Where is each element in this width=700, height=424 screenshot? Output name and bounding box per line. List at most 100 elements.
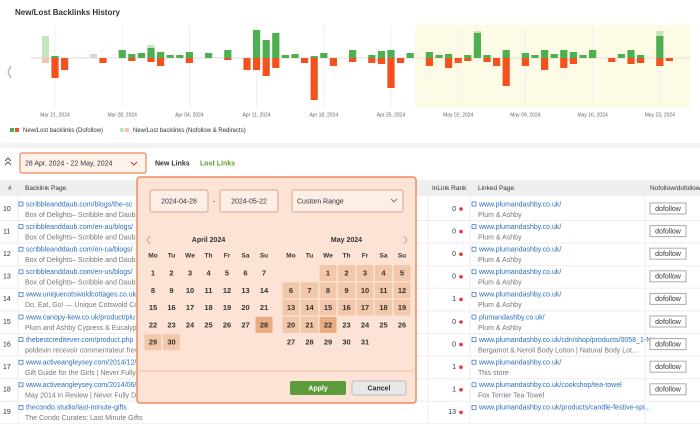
day[interactable]: 18 xyxy=(204,303,212,312)
day[interactable]: 12 xyxy=(398,286,406,295)
day[interactable]: 8 xyxy=(151,286,155,295)
day[interactable]: 3 xyxy=(188,268,192,277)
backlink-url[interactable]: www.canopy-kew.co.uk/product/plu xyxy=(25,314,135,321)
day[interactable]: 21 xyxy=(260,303,268,312)
day[interactable]: 25 xyxy=(379,320,387,329)
day[interactable]: 4 xyxy=(206,268,211,277)
day[interactable]: 10 xyxy=(361,286,369,295)
day[interactable]: 9 xyxy=(169,286,173,295)
tab[interactable]: New Links xyxy=(155,160,190,167)
day[interactable]: 6 xyxy=(289,286,293,295)
day[interactable]: 9 xyxy=(344,286,348,295)
day[interactable]: 11 xyxy=(205,286,213,295)
end-date[interactable]: 2024-05-22 xyxy=(231,198,267,205)
day[interactable]: 19 xyxy=(398,303,406,312)
day[interactable]: 11 xyxy=(380,286,388,295)
backlink-url[interactable]: www.uniquecotswoldcottages.co.uk/ xyxy=(25,292,138,299)
day[interactable]: 13 xyxy=(287,303,295,312)
day[interactable]: 23 xyxy=(167,320,175,329)
day[interactable]: 15 xyxy=(149,303,157,312)
day[interactable]: 5 xyxy=(400,268,404,277)
day[interactable]: 30 xyxy=(167,338,175,347)
collapse-icon[interactable] xyxy=(4,161,12,166)
day[interactable]: 16 xyxy=(167,303,175,312)
date-range-text[interactable]: 28 Apr, 2024 - 22 May, 2024 xyxy=(25,160,113,167)
backlink-url[interactable]: www.activeangleysey.com/2014/12/ xyxy=(25,360,136,367)
day[interactable]: 2 xyxy=(344,268,348,277)
day[interactable]: 24 xyxy=(186,320,195,329)
day[interactable]: 19 xyxy=(223,303,231,312)
preset[interactable]: Custom Range xyxy=(297,198,344,205)
day[interactable]: 26 xyxy=(398,320,406,329)
linked-url[interactable]: www.plumandashby.co.uk/ xyxy=(478,247,561,254)
backlink-url[interactable]: scribbleanddaub.com/blogs/the-sc xyxy=(26,201,133,208)
day[interactable]: 17 xyxy=(361,303,369,312)
day[interactable]: 5 xyxy=(225,268,229,277)
day[interactable]: 3 xyxy=(363,268,367,277)
day[interactable]: 16 xyxy=(342,303,350,312)
backlink-url[interactable]: scribbleanddaub.com/en-us/blogs/ xyxy=(26,269,133,276)
day[interactable]: 30 xyxy=(342,338,350,347)
day[interactable]: 22 xyxy=(149,320,157,329)
prev-month[interactable] xyxy=(146,235,151,245)
linked-url[interactable]: www.plumandashby.co.uk/ xyxy=(478,224,561,231)
linked-url[interactable]: plumandashby.co.uk/ xyxy=(479,314,545,321)
linked-url[interactable]: www.plumandashby.co.uk/cookshop/tea-towe… xyxy=(478,382,622,389)
day[interactable]: 22 xyxy=(324,320,332,329)
start-input[interactable] xyxy=(149,189,209,213)
end-input[interactable] xyxy=(219,189,279,213)
day[interactable]: 29 xyxy=(149,338,157,347)
cancel-button[interactable] xyxy=(351,380,407,396)
day[interactable]: 24 xyxy=(361,320,370,329)
day[interactable]: 2 xyxy=(169,268,173,277)
apply-label[interactable]: Apply xyxy=(308,385,328,392)
linked-url[interactable]: www.plumandashby.co.uk/ xyxy=(478,360,561,367)
day[interactable]: 15 xyxy=(324,303,332,312)
day[interactable]: 1 xyxy=(151,268,155,277)
day[interactable]: 18 xyxy=(379,303,387,312)
day[interactable]: 1 xyxy=(326,268,330,277)
next-month[interactable] xyxy=(403,235,408,245)
backlink-url[interactable]: scribbleanddaub.com/en-au/blogs/ xyxy=(26,224,133,231)
day[interactable]: 27 xyxy=(287,338,295,347)
day[interactable]: 31 xyxy=(361,338,369,347)
day[interactable]: 14 xyxy=(305,303,314,312)
backlink-url[interactable]: www.activeangleysey.com/2014/06/ xyxy=(25,382,136,389)
chart-prev-arrow[interactable] xyxy=(7,65,12,79)
start-date[interactable]: 2024-04-28 xyxy=(161,198,197,205)
day[interactable]: 20 xyxy=(287,320,295,329)
day[interactable]: 13 xyxy=(241,286,249,295)
day[interactable]: 10 xyxy=(186,286,194,295)
apply-button[interactable] xyxy=(290,381,346,395)
day[interactable]: 28 xyxy=(260,320,268,329)
backlink-url[interactable]: thebestcreditever.com/product.php xyxy=(26,337,134,344)
day[interactable]: 21 xyxy=(305,320,313,329)
linked-url[interactable]: www.plumandashby.co.uk/ xyxy=(478,292,561,299)
linked-url[interactable]: www.plumandashby.co.uk/products/candle-f… xyxy=(478,405,651,412)
preset-select[interactable] xyxy=(291,189,404,213)
cancel-label[interactable]: Cancel xyxy=(368,385,391,392)
day[interactable]: 26 xyxy=(223,320,231,329)
tab[interactable]: Lost Links xyxy=(200,160,235,167)
backlink-url[interactable]: scribbleanddaub.com/en-ca/blogs/ xyxy=(26,247,133,254)
day[interactable]: 8 xyxy=(326,286,330,295)
day[interactable]: 23 xyxy=(342,320,350,329)
backlink-url[interactable]: thecondo.studio/last-minute-gifts xyxy=(26,405,127,412)
linked-url[interactable]: www.plumandashby.co.uk/cdn/shop/products… xyxy=(478,337,657,344)
day[interactable]: 27 xyxy=(241,320,249,329)
day[interactable]: 7 xyxy=(262,268,266,277)
linked-url[interactable]: www.plumandashby.co.uk/ xyxy=(478,201,561,208)
day[interactable]: 12 xyxy=(223,286,231,295)
linked-url[interactable]: www.plumandashby.co.uk/ xyxy=(478,269,561,276)
collapse-icon[interactable] xyxy=(4,157,12,162)
day[interactable]: 17 xyxy=(186,303,194,312)
day[interactable]: 28 xyxy=(305,338,313,347)
date-range-button[interactable] xyxy=(19,152,147,174)
day[interactable]: 6 xyxy=(243,268,247,277)
day[interactable]: 29 xyxy=(324,338,332,347)
day[interactable]: 4 xyxy=(381,268,386,277)
day[interactable]: 25 xyxy=(204,320,212,329)
day[interactable]: 7 xyxy=(307,286,311,295)
day[interactable]: 20 xyxy=(241,303,249,312)
day[interactable]: 14 xyxy=(260,286,269,295)
